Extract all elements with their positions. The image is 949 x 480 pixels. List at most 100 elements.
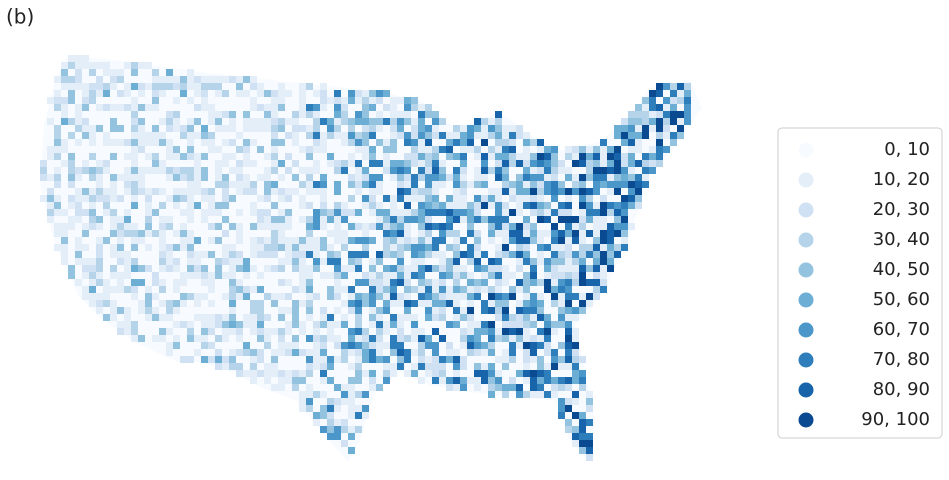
county — [579, 440, 586, 447]
county — [453, 279, 460, 286]
county — [341, 300, 348, 307]
county — [474, 209, 481, 216]
county — [313, 342, 320, 349]
county — [320, 314, 327, 321]
county — [201, 97, 208, 104]
county — [124, 328, 131, 335]
county — [208, 209, 215, 216]
county — [453, 370, 460, 377]
county — [481, 321, 488, 328]
county — [362, 90, 369, 97]
county — [138, 83, 145, 90]
county — [341, 356, 348, 363]
county — [397, 363, 404, 370]
county — [390, 286, 397, 293]
county — [152, 83, 159, 90]
county — [75, 244, 82, 251]
county — [278, 174, 285, 181]
county — [257, 174, 264, 181]
county — [222, 153, 229, 160]
county — [362, 300, 369, 307]
county — [684, 104, 691, 111]
county — [383, 272, 390, 279]
county — [47, 209, 54, 216]
county — [565, 328, 572, 335]
county — [243, 286, 250, 293]
county — [502, 167, 509, 174]
county — [607, 223, 614, 230]
county — [229, 356, 236, 363]
county — [236, 223, 243, 230]
county — [201, 293, 208, 300]
county — [467, 146, 474, 153]
county — [439, 230, 446, 237]
county — [68, 223, 75, 230]
county — [677, 125, 684, 132]
county — [586, 447, 593, 454]
county — [523, 188, 530, 195]
county — [327, 377, 334, 384]
county — [152, 272, 159, 279]
county — [215, 265, 222, 272]
county — [243, 188, 250, 195]
county — [397, 174, 404, 181]
county — [236, 174, 243, 181]
county — [292, 188, 299, 195]
county — [89, 195, 96, 202]
county — [96, 307, 103, 314]
county — [54, 223, 61, 230]
county — [467, 251, 474, 258]
county — [348, 195, 355, 202]
county — [439, 363, 446, 370]
county — [390, 104, 397, 111]
county — [131, 286, 138, 293]
county — [509, 209, 516, 216]
county — [551, 377, 558, 384]
county — [509, 223, 516, 230]
county — [628, 153, 635, 160]
county — [292, 258, 299, 265]
county — [411, 104, 418, 111]
county — [327, 433, 334, 440]
county — [439, 181, 446, 188]
county — [271, 244, 278, 251]
county — [110, 272, 117, 279]
county — [222, 174, 229, 181]
county — [516, 342, 523, 349]
county — [418, 279, 425, 286]
county — [229, 125, 236, 132]
county — [285, 195, 292, 202]
county — [369, 132, 376, 139]
county — [523, 286, 530, 293]
county — [208, 104, 215, 111]
county — [467, 328, 474, 335]
county — [278, 97, 285, 104]
county — [383, 328, 390, 335]
county — [96, 272, 103, 279]
county — [187, 293, 194, 300]
county — [285, 349, 292, 356]
county — [264, 195, 271, 202]
county — [348, 349, 355, 356]
county — [131, 230, 138, 237]
county — [621, 174, 628, 181]
county — [495, 370, 502, 377]
county — [586, 202, 593, 209]
county — [607, 251, 614, 258]
county — [138, 307, 145, 314]
county — [243, 265, 250, 272]
county — [187, 272, 194, 279]
county — [61, 223, 68, 230]
county — [467, 286, 474, 293]
county — [439, 118, 446, 125]
county — [131, 118, 138, 125]
county — [418, 139, 425, 146]
county — [124, 167, 131, 174]
county — [313, 293, 320, 300]
county — [621, 195, 628, 202]
county — [593, 293, 600, 300]
county — [327, 293, 334, 300]
county — [271, 265, 278, 272]
county — [334, 398, 341, 405]
county — [586, 251, 593, 258]
